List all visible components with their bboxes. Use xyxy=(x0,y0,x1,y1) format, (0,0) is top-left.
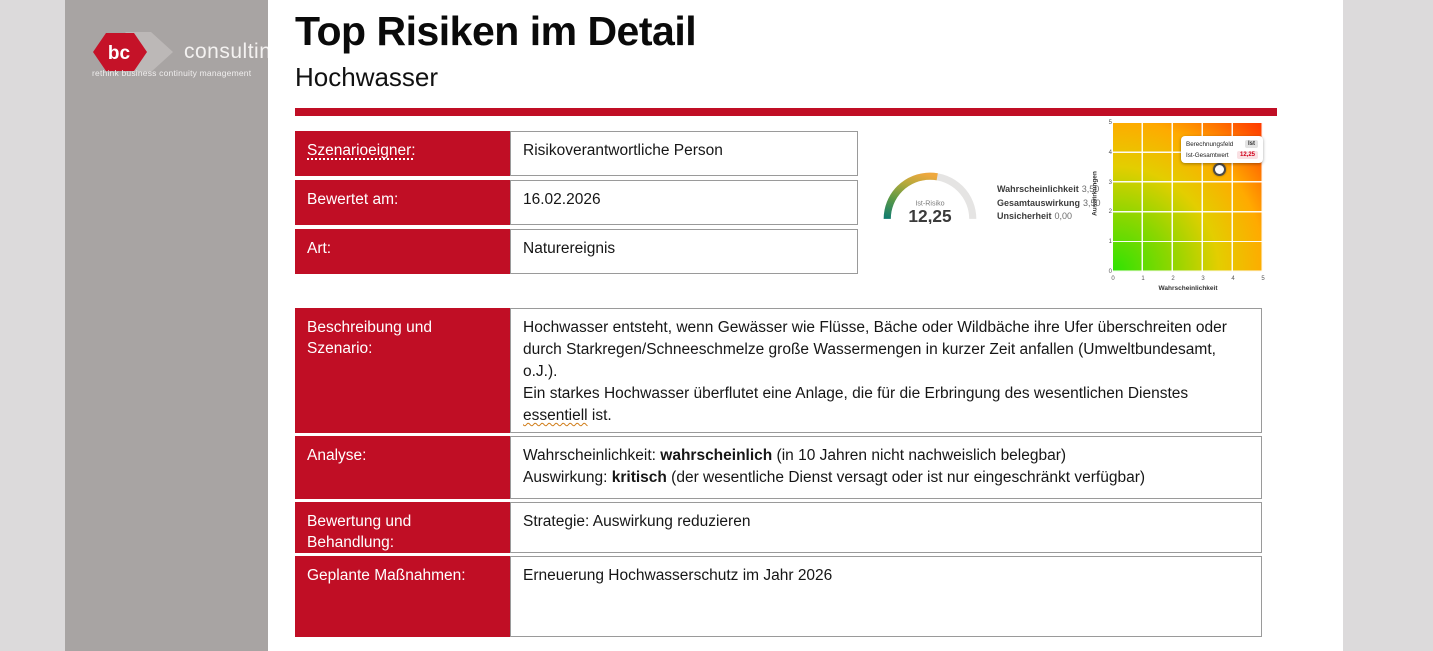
table-row-beschreibung: Beschreibung und Szenario: Hochwasser en… xyxy=(295,308,1262,433)
sidebar: bc consulting rethink business continuit… xyxy=(65,0,283,651)
row-label: Szenarioeigner: xyxy=(295,131,510,176)
y-tick: 2 xyxy=(1108,209,1112,215)
table-row-analyse: Analyse: Wahrscheinlichkeit: wahrscheinl… xyxy=(295,436,1262,499)
table-row-bewertet-am: Bewertet am: 16.02.2026 xyxy=(295,180,858,225)
row-value: Naturereignis xyxy=(510,229,858,274)
table-row-art: Art: Naturereignis xyxy=(295,229,858,274)
gauge-label: Ist-Risiko xyxy=(915,200,944,208)
y-tick: 1 xyxy=(1108,239,1112,245)
logo-tagline: rethink business continuity management xyxy=(92,68,252,78)
row-value: Strategie: Auswirkung reduzieren xyxy=(510,502,1262,553)
page-title: Top Risiken im Detail xyxy=(295,8,697,54)
scenario-info-table: Szenarioeigner: Risikoverantwortliche Pe… xyxy=(295,131,858,274)
stat-unsicherheit: Unsicherheit 0,00 xyxy=(997,211,1073,221)
row-value: 16.02.2026 xyxy=(510,180,858,225)
matrix-x-axis-label: Wahrscheinlichkeit xyxy=(1158,285,1218,292)
table-row-massnahmen: Geplante Maßnahmen: Erneuerung Hochwasse… xyxy=(295,556,1262,637)
y-tick: 0 xyxy=(1108,269,1112,275)
logo-company-name: consulting xyxy=(184,40,284,63)
gauge-value: 12,25 xyxy=(908,206,952,224)
x-tick: 4 xyxy=(1231,276,1235,282)
stat-gesamtauswirkung: Gesamtauswirkung 3,50 xyxy=(997,197,1101,208)
risk-gauge: Ist-Risiko 12,25 xyxy=(878,168,982,226)
risk-matrix-plot[interactable]: Berechnungsfeld Ist Ist-Gesamtwert 12,25 xyxy=(1113,123,1263,272)
table-row-bewertung: Bewertung und Behandlung: Strategie: Aus… xyxy=(295,502,1262,553)
logo-mark-icon: bc xyxy=(93,32,173,72)
accent-divider xyxy=(295,108,1277,116)
row-label: Geplante Maßnahmen: xyxy=(295,556,510,637)
risk-point-marker[interactable] xyxy=(1213,163,1226,176)
y-tick: 5 xyxy=(1108,120,1112,126)
row-label: Bewertet am: xyxy=(295,180,510,225)
page-subtitle: Hochwasser xyxy=(295,62,439,92)
risk-detail-table: Beschreibung und Szenario: Hochwasser en… xyxy=(295,308,1262,637)
y-tick: 3 xyxy=(1108,180,1112,186)
tooltip-badge-ist: Ist xyxy=(1244,140,1258,148)
tooltip-row-berechnungsfeld: Berechnungsfeld Ist xyxy=(1186,140,1258,148)
slide-content: Top Risiken im Detail Hochwasser Szenari… xyxy=(268,0,1343,651)
row-label: Analyse: xyxy=(295,436,510,499)
matrix-y-axis-label: Auswirkungen xyxy=(1091,171,1099,216)
row-value: Wahrscheinlichkeit: wahrscheinlich (in 1… xyxy=(510,436,1262,499)
row-label: Beschreibung und Szenario: xyxy=(295,308,510,433)
row-value: Hochwasser entsteht, wenn Gewässer wie F… xyxy=(510,308,1262,433)
x-tick: 0 xyxy=(1111,276,1115,282)
spellcheck-word: essentiell xyxy=(523,407,588,424)
x-tick: 1 xyxy=(1141,276,1145,282)
table-row-szenarioeigner: Szenarioeigner: Risikoverantwortliche Pe… xyxy=(295,131,858,176)
x-tick: 2 xyxy=(1171,276,1175,282)
row-label: Art: xyxy=(295,229,510,274)
stat-wahrscheinlichkeit: Wahrscheinlichkeit 3,50 xyxy=(997,184,1100,194)
tooltip-value-badge: 12,25 xyxy=(1236,151,1258,159)
row-value: Risikoverantwortliche Person xyxy=(510,131,858,176)
gauge-fill xyxy=(883,172,977,220)
company-logo: bc consulting xyxy=(91,30,284,74)
y-tick: 4 xyxy=(1108,150,1112,156)
matrix-tooltip: Berechnungsfeld Ist Ist-Gesamtwert 12,25 xyxy=(1181,136,1263,163)
row-label: Bewertung und Behandlung: xyxy=(295,502,510,553)
tooltip-row-gesamtwert: Ist-Gesamtwert 12,25 xyxy=(1186,151,1258,159)
x-tick: 5 xyxy=(1261,276,1265,282)
svg-text:bc: bc xyxy=(108,43,131,64)
x-tick: 3 xyxy=(1201,276,1205,282)
risk-matrix: Auswirkungen 5 4 3 2 1 0 Berechnungsfeld… xyxy=(1088,116,1298,296)
risk-stats: Wahrscheinlichkeit 3,50 Gesamtauswirkung 3… xyxy=(997,183,1101,224)
row-value: Erneuerung Hochwasserschutz im Jahr 2026 xyxy=(510,556,1262,637)
